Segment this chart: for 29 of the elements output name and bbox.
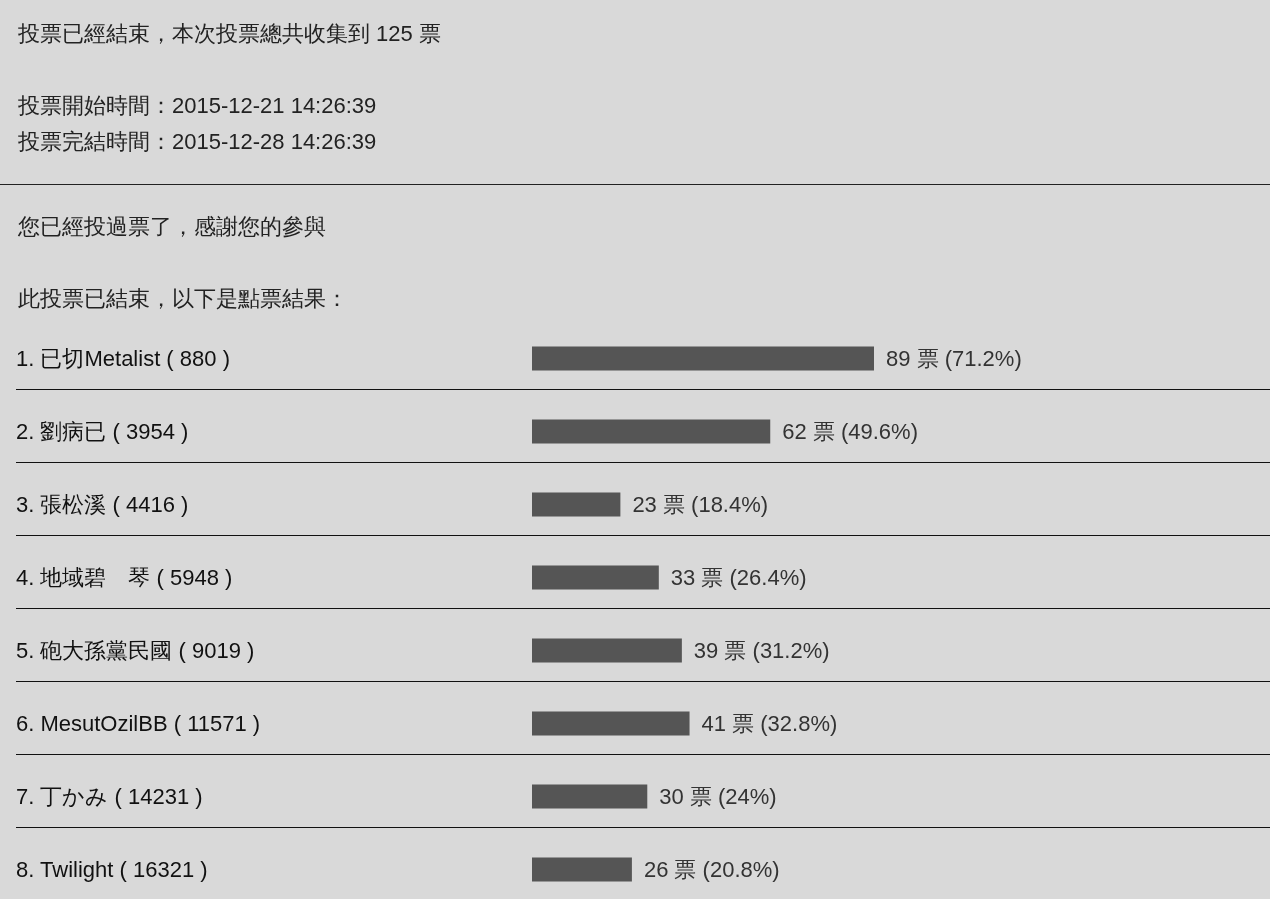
data-label: 26 票 (20.8%) (643, 857, 780, 882)
bar (532, 565, 659, 590)
bar (532, 784, 648, 809)
data-label: 30 票 (24%) (659, 784, 777, 809)
data-label: 41 票 (32.8%) (701, 711, 838, 736)
y-tick-label: 5. 砲大孫黨民國 ( 9019 ) (16, 638, 255, 663)
y-tick-label: 2. 劉病已 ( 3954 ) (16, 419, 189, 444)
data-label: 62 票 (49.6%) (782, 419, 918, 444)
text: 您已經投過票了，感謝您的參與 (18, 213, 326, 241)
bar (532, 346, 874, 371)
text: 投票開始時間：2015-12-21 14:26:39 (18, 92, 377, 120)
bar (532, 857, 632, 882)
data-label: 39 票 (31.2%) (693, 638, 830, 663)
y-tick-label: 7. 丁かみ ( 14231 ) (16, 784, 203, 809)
bar (532, 419, 771, 444)
y-tick-label: 1. 已切Metalist ( 880 ) (16, 346, 230, 371)
data-label: 23 票 (18.4%) (632, 492, 769, 517)
data-label: 89 票 (71.2%) (886, 346, 1022, 371)
data-label: 33 票 (26.4%) (670, 565, 807, 590)
bar (532, 711, 690, 736)
text: 投票已經結束，本次投票總共收集到 125 票 (18, 20, 441, 48)
y-tick-label: 6. MesutOzilBB ( 11571 ) (16, 711, 261, 736)
y-tick-label: 4. 地域碧 琴 ( 5948 ) (16, 565, 233, 590)
y-tick-label: 8. Twilight ( 16321 ) (16, 857, 208, 882)
y-tick-label: 3. 張松溪 ( 4416 ) (16, 492, 189, 517)
bar (532, 638, 682, 663)
text: 此投票已結束，以下是點票結果： (18, 285, 348, 313)
text: 投票完結時間：2015-12-28 14:26:39 (18, 128, 377, 156)
bar (532, 492, 621, 517)
